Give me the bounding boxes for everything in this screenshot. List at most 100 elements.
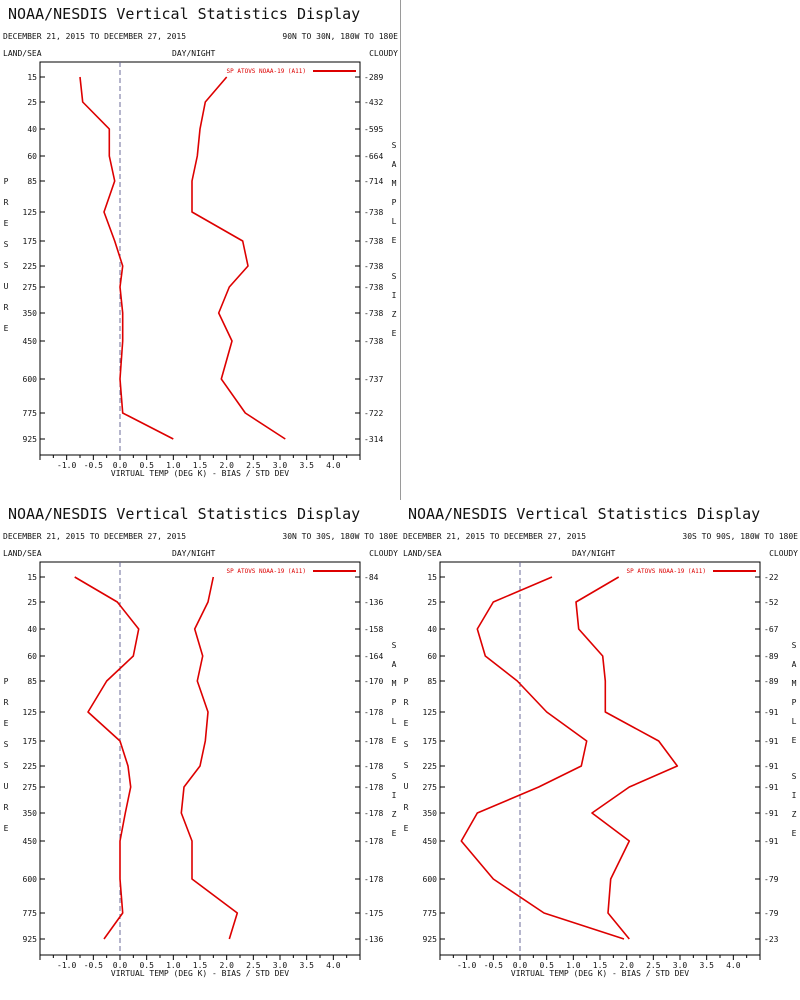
y2-axis-letter: E [792, 736, 797, 745]
pressure-label: 25 [427, 598, 437, 607]
pressure-label: 775 [23, 909, 38, 918]
y2-axis-letter: I [392, 791, 397, 800]
sample-size-label: -738 [364, 237, 383, 246]
y2-axis-letter: M [392, 179, 397, 188]
x-tick-label: 2.5 [646, 961, 661, 970]
x-tick-label: 1.0 [566, 961, 581, 970]
y-axis-letter: E [404, 824, 409, 833]
pressure-label: 450 [23, 837, 38, 846]
pressure-label: 775 [423, 909, 438, 918]
pressure-label: 15 [27, 573, 37, 582]
y2-axis-letter: S [792, 641, 797, 650]
chart-title: NOAA/NESDIS Vertical Statistics Display [408, 505, 761, 523]
date-range: DECEMBER 21, 2015 TO DECEMBER 27, 2015 [403, 532, 587, 541]
cloudy-label: CLOUDY [769, 549, 798, 558]
x-tick-label: 1.5 [593, 961, 608, 970]
x-tick-label: 2.5 [246, 961, 261, 970]
y2-axis-letter: A [392, 160, 397, 169]
y2-axis-letter: Z [392, 810, 397, 819]
x-tick-label: 4.0 [326, 461, 341, 470]
region-label: 30S TO 90S, 180W TO 180E [682, 532, 798, 541]
pressure-label: 40 [27, 125, 37, 134]
y-axis-letter: U [404, 782, 409, 791]
x-tick-label: 2.0 [219, 961, 234, 970]
pressure-label: 85 [27, 177, 37, 186]
pressure-label: 775 [23, 409, 38, 418]
x-tick-label: 3.0 [273, 961, 288, 970]
x-tick-label: -1.0 [457, 961, 476, 970]
pressure-label: 25 [27, 98, 37, 107]
std_dev-line [191, 76, 286, 440]
y2-axis-letter: L [392, 217, 397, 226]
pressure-label: 600 [423, 875, 438, 884]
sample-size-label: -91 [764, 737, 779, 746]
x-tick-label: -1.0 [57, 961, 76, 970]
x-tick-label: 4.0 [326, 961, 341, 970]
pressure-label: 350 [423, 809, 438, 818]
y2-axis-letter: P [792, 698, 797, 707]
x-tick-label: 1.0 [166, 961, 181, 970]
y2-axis-letter: S [392, 141, 397, 150]
legend-label: SP ATOVS NOAA-19 (A11) [227, 568, 306, 575]
sample-size-label: -714 [364, 177, 383, 186]
cloudy-label: CLOUDY [369, 549, 398, 558]
sample-size-label: -84 [364, 573, 379, 582]
date-range: DECEMBER 21, 2015 TO DECEMBER 27, 2015 [3, 32, 187, 41]
y2-axis-letter: M [792, 679, 797, 688]
x-tick-label: 3.5 [699, 961, 714, 970]
y2-axis-letter: Z [392, 310, 397, 319]
day-night-label: DAY/NIGHT [172, 49, 216, 58]
y2-axis-letter: I [792, 791, 797, 800]
sample-size-label: -314 [364, 435, 383, 444]
y2-axis-letter: Z [792, 810, 797, 819]
sample-size-label: -738 [364, 309, 383, 318]
pressure-label: 450 [423, 837, 438, 846]
sample-size-label: -79 [764, 909, 779, 918]
sample-size-label: -91 [764, 809, 779, 818]
y2-axis-letter: E [392, 236, 397, 245]
x-tick-label: 3.5 [299, 961, 314, 970]
pressure-label: 40 [427, 625, 437, 634]
y-axis-letter: S [404, 740, 409, 749]
y2-axis-letter: S [392, 641, 397, 650]
sample-size-label: -79 [764, 875, 779, 884]
sample-size-label: -67 [764, 625, 779, 634]
sample-size-label: -178 [364, 809, 383, 818]
y-axis-letter: E [4, 219, 9, 228]
y-axis-letter: P [4, 177, 9, 186]
y-axis-letter: U [4, 282, 9, 291]
plot-frame [39, 61, 361, 456]
x-tick-label: 0.5 [139, 461, 154, 470]
sample-size-label: -738 [364, 283, 383, 292]
y-axis-letter: E [4, 824, 9, 833]
y-axis-letter: S [4, 261, 9, 270]
y-axis-letter: R [4, 198, 9, 207]
land-sea-label: LAND/SEA [3, 549, 42, 558]
x-tick-label: -0.5 [84, 961, 103, 970]
pressure-label: 600 [23, 875, 38, 884]
plot-frame [39, 561, 361, 956]
sample-size-label: -595 [364, 125, 383, 134]
sample-size-label: -91 [764, 708, 779, 717]
stats-panel: NOAA/NESDIS Vertical Statistics Display D… [0, 500, 400, 1000]
x-tick-label: 2.0 [219, 461, 234, 470]
y-axis-letter: S [4, 240, 9, 249]
sample-size-label: -91 [764, 783, 779, 792]
pressure-label: 85 [27, 677, 37, 686]
sample-size-label: -432 [364, 98, 383, 107]
x-axis-label: VIRTUAL TEMP (DEG K) - BIAS / STD DEV [511, 969, 689, 978]
sample-size-label: -89 [764, 677, 779, 686]
legend-label: SP ATOVS NOAA-19 (A11) [227, 68, 306, 75]
sample-size-label: -22 [764, 573, 779, 582]
y2-axis-letter: A [792, 660, 797, 669]
y-axis-letter: S [404, 761, 409, 770]
x-tick-label: 1.5 [193, 961, 208, 970]
x-tick-label: 0.0 [513, 961, 528, 970]
y-axis-letter: R [404, 698, 409, 707]
y-axis-letter: P [4, 677, 9, 686]
sample-size-label: -136 [364, 935, 383, 944]
x-tick-label: -1.0 [57, 461, 76, 470]
sample-size-label: -52 [764, 598, 779, 607]
pressure-label: 25 [27, 598, 37, 607]
sample-size-label: -91 [764, 837, 779, 846]
